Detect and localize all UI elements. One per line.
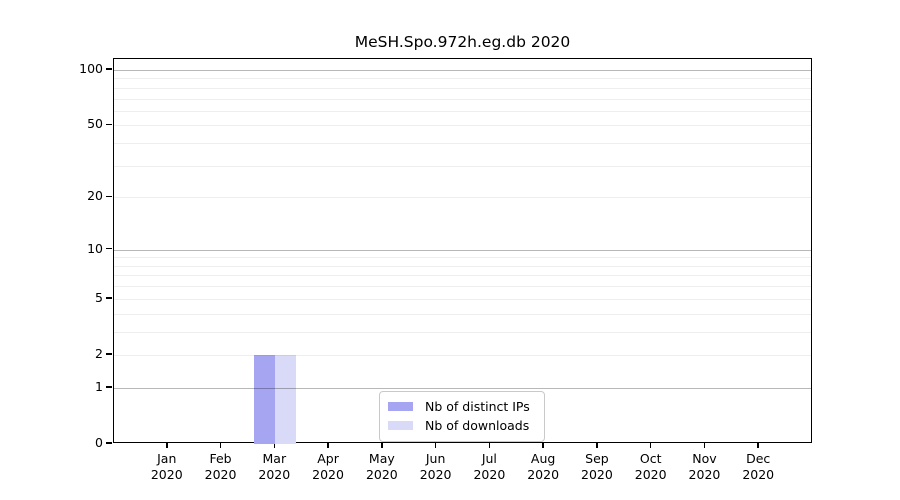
- gridline-minor: [114, 110, 811, 112]
- x-tick-year: 2020: [742, 467, 775, 482]
- y-tick-label: 2: [95, 345, 103, 361]
- x-tick-year: 2020: [258, 467, 291, 482]
- x-tick-year: 2020: [634, 467, 667, 482]
- x-tick-year: 2020: [688, 467, 721, 482]
- y-tick: [106, 353, 112, 355]
- y-tick: [106, 386, 112, 388]
- x-tick-label: Oct 2020: [616, 451, 686, 483]
- gridline-minor: [114, 286, 811, 288]
- gridline-minor: [114, 125, 811, 127]
- gridline-major: [114, 70, 811, 71]
- legend-item-label: Nb of distinct IPs: [425, 399, 530, 414]
- y-tick-label: 10: [87, 240, 103, 256]
- x-tick-year: 2020: [581, 467, 613, 482]
- x-tick-month: Aug: [530, 451, 556, 466]
- x-tick: [596, 443, 598, 448]
- x-tick-label: Jul 2020: [454, 451, 524, 483]
- x-tick-year: 2020: [419, 467, 452, 482]
- x-tick-label: Jan 2020: [132, 451, 202, 483]
- y-tick-label: 100: [79, 61, 103, 76]
- gridline-minor: [114, 313, 811, 315]
- gridline-minor: [114, 197, 811, 199]
- x-tick-month: Sep: [585, 451, 609, 466]
- y-tick-label: 20: [87, 188, 103, 204]
- x-tick-month: Dec: [746, 451, 771, 466]
- y-tick: [106, 123, 112, 126]
- y-tick: [106, 442, 112, 444]
- x-tick: [434, 443, 437, 448]
- x-tick-month: Jan: [157, 451, 177, 466]
- plot-area: [113, 58, 812, 444]
- x-tick-label: Jun 2020: [401, 451, 471, 483]
- y-tick-label: 5: [95, 289, 103, 305]
- gridline-minor: [114, 265, 811, 267]
- legend-swatch: [388, 402, 413, 411]
- gridline-minor: [114, 257, 811, 259]
- bar-distinct-ips: [254, 354, 276, 444]
- gridline-minor: [114, 78, 811, 80]
- x-tick-year: 2020: [365, 467, 398, 482]
- x-tick-label: Feb 2020: [186, 451, 256, 483]
- legend-item: Nb of distinct IPs: [388, 397, 536, 416]
- legend-swatch: [388, 421, 413, 430]
- gridline-minor: [114, 143, 811, 145]
- gridline-minor: [114, 165, 811, 167]
- y-tick-label: 0: [95, 435, 103, 450]
- y-tick: [106, 247, 112, 250]
- x-tick-year: 2020: [312, 467, 344, 482]
- x-tick-label: Mar 2020: [239, 451, 309, 483]
- x-tick-year: 2020: [473, 467, 506, 482]
- gridline-major: [114, 387, 811, 389]
- x-tick: [327, 443, 329, 448]
- gridline-minor: [114, 298, 811, 300]
- legend-item-label: Nb of downloads: [425, 418, 530, 433]
- x-tick-year: 2020: [204, 467, 237, 482]
- x-tick: [703, 443, 706, 448]
- y-tick: [106, 195, 112, 198]
- gridline-major: [114, 249, 811, 251]
- gridline-minor: [114, 87, 811, 89]
- x-tick: [488, 443, 491, 448]
- x-tick-label: Aug 2020: [508, 451, 578, 483]
- gridline-minor: [114, 98, 811, 100]
- x-tick-label: Sep 2020: [562, 451, 632, 483]
- x-tick-month: Jun: [425, 451, 446, 466]
- gridline-minor: [114, 331, 811, 333]
- x-tick: [166, 443, 168, 448]
- x-tick: [757, 443, 759, 448]
- x-tick: [273, 443, 276, 448]
- x-tick-label: Apr 2020: [293, 451, 363, 483]
- x-tick: [219, 443, 222, 448]
- x-tick-month: Nov: [692, 451, 717, 466]
- x-tick-label: Nov 2020: [669, 451, 739, 483]
- gridline-minor: [114, 275, 811, 277]
- x-tick: [542, 443, 544, 448]
- x-tick-year: 2020: [150, 467, 183, 482]
- y-tick: [106, 297, 112, 299]
- x-tick-year: 2020: [527, 467, 560, 482]
- x-tick-month: Oct: [639, 451, 662, 466]
- legend-item: Nb of downloads: [388, 416, 536, 435]
- x-tick-month: Jul: [481, 451, 497, 466]
- x-tick-month: Apr: [317, 451, 339, 466]
- x-tick-month: May: [368, 451, 395, 466]
- x-tick-label: May 2020: [347, 451, 417, 483]
- y-tick-label: 50: [87, 116, 103, 132]
- gridline-minor: [114, 354, 811, 356]
- x-tick: [381, 443, 383, 448]
- y-tick-label: 1: [95, 378, 103, 394]
- legend: Nb of distinct IPs Nb of downloads: [379, 391, 545, 442]
- x-tick-month: Feb: [209, 451, 232, 466]
- x-tick: [649, 443, 652, 448]
- x-tick-month: Mar: [262, 451, 287, 466]
- bar-downloads: [275, 354, 297, 444]
- chart-title: MeSH.Spo.972h.eg.db 2020: [354, 33, 571, 51]
- x-tick-label: Dec 2020: [723, 451, 793, 483]
- y-tick: [106, 68, 112, 70]
